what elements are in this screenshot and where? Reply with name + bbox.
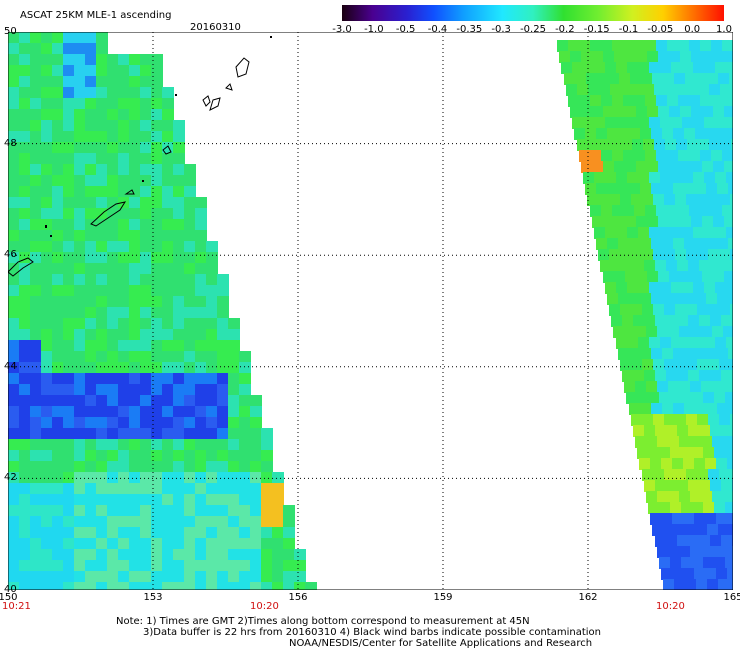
colorbar-label: -0.3 xyxy=(491,24,511,35)
swath-right xyxy=(557,40,733,590)
swath-left xyxy=(8,32,317,590)
y-tick-label: 46 xyxy=(4,249,17,261)
x-tick-label: 153 xyxy=(143,592,163,603)
coastline-islands xyxy=(8,57,250,277)
y-tick-label: 40 xyxy=(4,584,17,595)
y-tick-label: 44 xyxy=(4,360,17,372)
time-start-left: 10:21 xyxy=(2,601,31,612)
note-line-3: NOAA/NESDIS/Center for Satellite Applica… xyxy=(289,638,593,649)
note-line-1: Note: 1) Times are GMT 2)Times along bot… xyxy=(116,616,530,627)
y-tick-label: 50 xyxy=(4,26,17,37)
wind-map xyxy=(8,32,733,590)
chart-title: ASCAT 25KM MLE-1 ascending xyxy=(20,10,172,21)
colorbar-label: -0.35 xyxy=(456,24,483,35)
colorbar-label: -1.0 xyxy=(364,24,384,35)
y-tick-label: 48 xyxy=(4,137,17,149)
colorbar-label: -0.05 xyxy=(647,24,674,35)
colorbar-label: -0.4 xyxy=(427,24,448,35)
time-end-right: 10:20 xyxy=(656,601,685,612)
date-label: 20160310 xyxy=(190,22,241,33)
x-tick-label: 165 xyxy=(723,592,740,603)
colorbar-label: 1.0 xyxy=(716,24,732,35)
colorbar-label: -0.25 xyxy=(520,24,546,35)
colorbar-label: -0.1 xyxy=(618,24,639,35)
x-tick-label: 150 xyxy=(0,592,18,603)
note-line-2: 3)Data buffer is 22 hrs from 20160310 4)… xyxy=(143,627,601,638)
colorbar-label: -0.15 xyxy=(583,24,610,35)
x-tick-label: 156 xyxy=(288,592,308,603)
colorbar-label: -3.0 xyxy=(332,24,352,35)
colorbar-label: 0.0 xyxy=(684,24,701,35)
colorbar xyxy=(342,5,724,21)
gridlines xyxy=(8,32,733,590)
time-end-left: 10:20 xyxy=(250,601,279,612)
y-tick-label: 42 xyxy=(4,472,17,484)
notes: Note: 1) Times are GMT 2)Times along bot… xyxy=(116,616,601,649)
colorbar-label: -0.2 xyxy=(555,24,575,35)
x-tick-label: 159 xyxy=(433,592,453,603)
colorbar-label: -0.5 xyxy=(395,24,416,35)
x-tick-label: 162 xyxy=(578,592,598,603)
